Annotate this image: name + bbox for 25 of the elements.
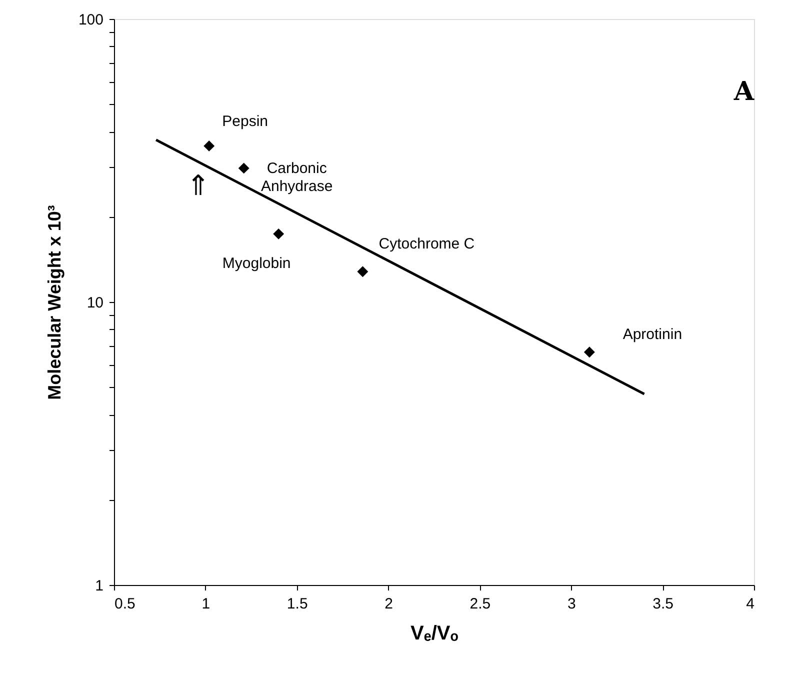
annotation: Cytochrome C [378,236,475,253]
annotation: A [732,77,755,107]
x-tick-label: 1.5 [286,596,308,612]
point [273,228,284,240]
y-tick-label: 100 [78,12,104,28]
x-tick-label: 1 [202,596,210,612]
point [357,266,368,278]
annotation: Myoglobin [222,254,291,272]
annotation: Aprotinin [622,326,682,344]
point [584,346,595,358]
x-tick-label: 3 [567,596,576,612]
y-tick-label: 1 [95,578,104,594]
annotation: Carbonic Anhydrase [260,160,333,196]
annotation: ⇑ [186,170,210,201]
x-axis-title: Vₑ/Vₒ [410,622,458,644]
x-tick-label: 2.5 [470,596,491,612]
point [238,162,250,174]
point [204,140,215,152]
y-tick-label: 10 [86,294,104,312]
x-tick-label: 3.5 [652,596,674,612]
x-tick-label: 2 [384,596,393,612]
y-axis-title: Molecular Weight x 10³ [44,205,64,400]
annotation: Pepsin [222,112,268,130]
x-tick-label: 4 [746,596,754,612]
x-tick-label: 0.5 [114,596,136,612]
